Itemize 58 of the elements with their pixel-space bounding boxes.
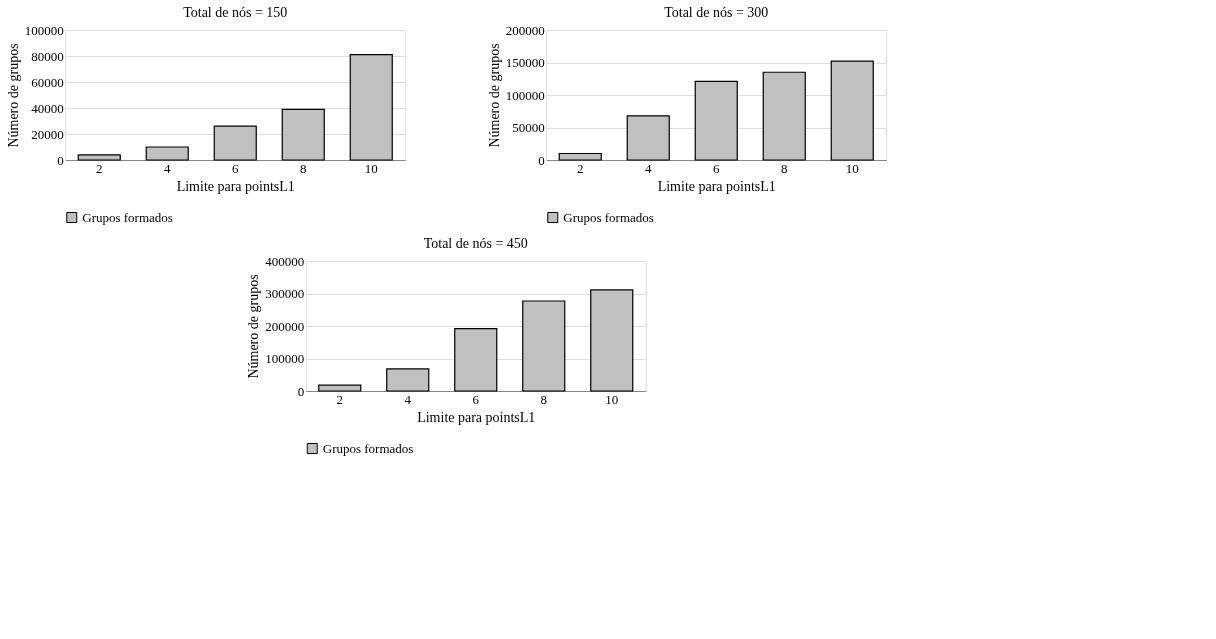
x-tick-label: 4 [404, 391, 412, 407]
chart-title: Total de nós = 300 [664, 5, 769, 20]
chart-title: Total de nós = 150 [183, 5, 288, 20]
y-axis-title: Número de grupos [246, 274, 262, 379]
y-tick-label: 300000 [265, 286, 305, 301]
bar [386, 368, 430, 392]
y-tick-label: 150000 [505, 55, 545, 70]
legend-label: Grupos formados [82, 209, 173, 225]
x-tick-label: 6 [713, 160, 720, 176]
x-tick-label: 10 [605, 391, 619, 407]
x-tick-label: 8 [781, 160, 788, 176]
y-tick-label: 200000 [265, 318, 305, 334]
x-axis-title: Limite para pointsL1 [176, 178, 295, 194]
y-tick-label: 100000 [265, 351, 305, 366]
y-tick-label: 100000 [24, 22, 64, 38]
x-axis-title: Limite para pointsL1 [417, 409, 536, 425]
bar [694, 80, 738, 161]
bar [77, 154, 121, 161]
bar [830, 60, 874, 161]
x-tick-label: 10 [364, 160, 378, 176]
bar [558, 152, 602, 161]
x-tick-label: 6 [472, 391, 480, 407]
y-tick-label: 20000 [31, 126, 64, 142]
y-tick-label: 80000 [31, 48, 64, 64]
y-tick-label: 200000 [505, 22, 545, 38]
x-tick-label: 6 [232, 160, 239, 176]
bar [145, 146, 189, 161]
chart-title: Total de nós = 450 [423, 236, 528, 251]
x-tick-label: 2 [336, 391, 343, 407]
y-tick-label: 0 [297, 383, 305, 399]
x-tick-label: 2 [577, 160, 584, 176]
bar [522, 300, 566, 392]
y-tick-label: 400000 [265, 253, 305, 269]
bar [590, 289, 634, 392]
legend-label: Grupos formados [322, 440, 414, 456]
y-tick-label: 60000 [31, 74, 64, 90]
x-tick-label: 10 [845, 160, 859, 176]
legend-label: Grupos formados [563, 209, 654, 225]
bar [281, 108, 325, 161]
y-axis-title: Número de grupos [486, 43, 502, 148]
bar [318, 384, 362, 392]
bar [349, 54, 393, 161]
bar [213, 125, 257, 161]
y-tick-label: 50000 [512, 120, 545, 135]
y-axis-title: Número de grupos [5, 43, 21, 148]
bar [762, 71, 806, 161]
y-tick-label: 0 [57, 152, 64, 168]
y-tick-label: 0 [538, 152, 545, 168]
x-tick-label: 4 [164, 160, 171, 176]
x-tick-label: 2 [96, 160, 103, 176]
bar [626, 115, 670, 161]
y-tick-label: 40000 [31, 100, 64, 116]
x-tick-label: 4 [645, 160, 652, 176]
y-tick-label: 100000 [505, 87, 545, 103]
x-axis-title: Limite para pointsL1 [657, 178, 776, 194]
x-tick-label: 8 [300, 160, 307, 176]
x-tick-label: 8 [540, 391, 547, 407]
bar [454, 328, 498, 392]
